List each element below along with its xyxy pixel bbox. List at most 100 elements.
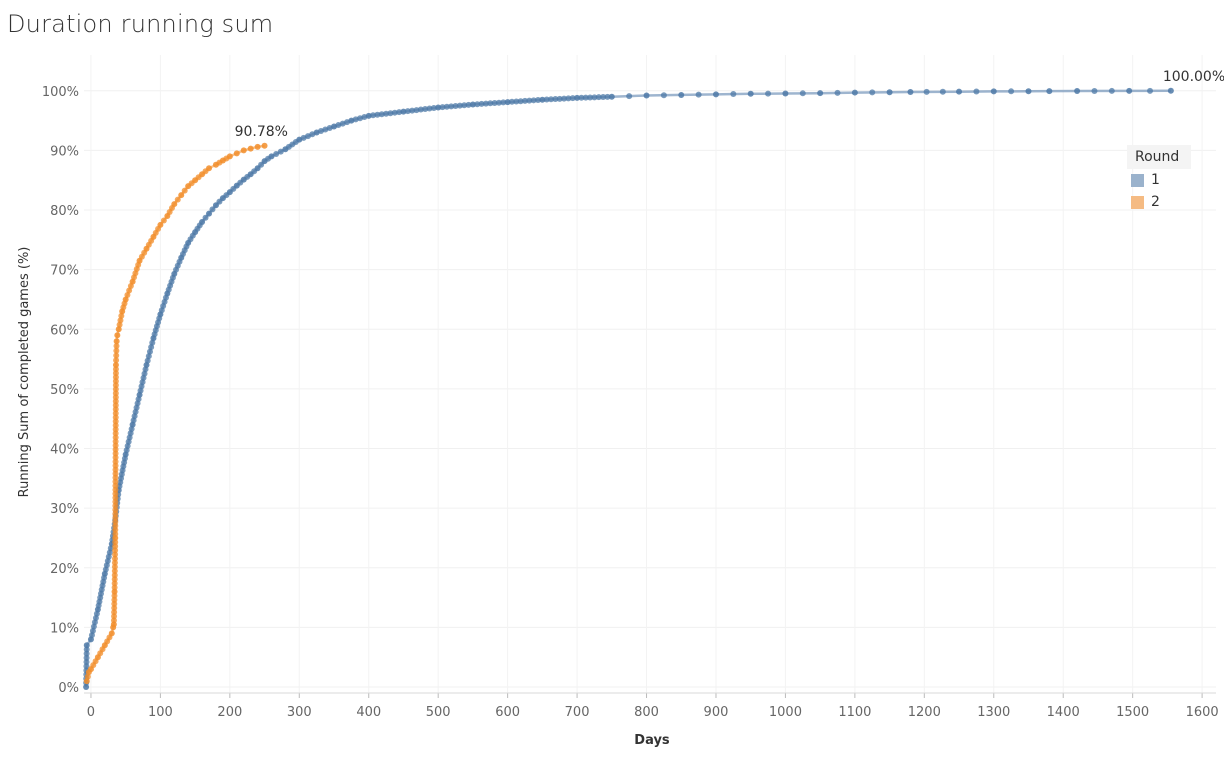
point-1[interactable] <box>482 100 489 107</box>
point-2[interactable] <box>233 150 240 157</box>
point-2[interactable] <box>118 312 125 319</box>
point-2[interactable] <box>240 147 247 154</box>
point-2[interactable] <box>206 165 213 172</box>
point-1[interactable] <box>660 92 667 99</box>
point-1[interactable] <box>461 102 468 109</box>
point-1[interactable] <box>517 98 524 105</box>
point-1[interactable] <box>886 89 893 96</box>
point-1[interactable] <box>1147 87 1154 94</box>
point-1[interactable] <box>569 95 576 102</box>
point-1[interactable] <box>487 100 494 107</box>
point-2[interactable] <box>171 201 178 208</box>
point-1[interactable] <box>513 98 520 105</box>
point-2[interactable] <box>113 347 120 354</box>
point-1[interactable] <box>730 91 737 98</box>
point-1[interactable] <box>747 90 754 97</box>
point-1[interactable] <box>782 90 789 97</box>
point-1[interactable] <box>83 642 90 649</box>
point-1[interactable] <box>582 94 589 101</box>
point-1[interactable] <box>83 663 90 670</box>
point-1[interactable] <box>990 88 997 95</box>
point-1[interactable] <box>383 110 390 117</box>
point-1[interactable] <box>387 110 394 117</box>
legend-item-1[interactable]: 1 <box>1127 169 1191 191</box>
point-2[interactable] <box>117 317 124 324</box>
point-1[interactable] <box>604 93 611 100</box>
point-2[interactable] <box>112 362 119 369</box>
point-1[interactable] <box>548 96 555 103</box>
point-2[interactable] <box>113 338 120 345</box>
point-1[interactable] <box>202 214 209 221</box>
point-1[interactable] <box>504 99 511 106</box>
point-1[interactable] <box>574 94 581 101</box>
point-1[interactable] <box>277 148 284 155</box>
point-1[interactable] <box>765 90 772 97</box>
point-2[interactable] <box>160 217 167 224</box>
point-1[interactable] <box>600 94 607 101</box>
point-1[interactable] <box>1126 87 1133 94</box>
point-1[interactable] <box>422 106 429 113</box>
point-1[interactable] <box>273 150 280 157</box>
point-1[interactable] <box>939 88 946 95</box>
point-2[interactable] <box>113 352 120 359</box>
point-1[interactable] <box>378 111 385 118</box>
point-1[interactable] <box>543 96 550 103</box>
point-1[interactable] <box>678 91 685 98</box>
point-1[interactable] <box>365 112 372 119</box>
point-1[interactable] <box>83 646 90 653</box>
point-1[interactable] <box>539 96 546 103</box>
point-1[interactable] <box>478 100 485 107</box>
point-2[interactable] <box>174 196 181 203</box>
point-1[interactable] <box>907 88 914 95</box>
point-1[interactable] <box>799 90 806 97</box>
point-1[interactable] <box>526 97 533 104</box>
point-1[interactable] <box>448 103 455 110</box>
point-1[interactable] <box>869 89 876 96</box>
point-1[interactable] <box>439 104 446 111</box>
point-1[interactable] <box>552 96 559 103</box>
point-2[interactable] <box>247 145 254 152</box>
point-1[interactable] <box>1167 87 1174 94</box>
point-1[interactable] <box>430 104 437 111</box>
point-2[interactable] <box>178 192 185 199</box>
point-2[interactable] <box>114 332 121 339</box>
point-1[interactable] <box>435 104 442 111</box>
point-2[interactable] <box>226 153 233 160</box>
point-1[interactable] <box>465 101 472 108</box>
point-1[interactable] <box>695 91 702 98</box>
point-1[interactable] <box>83 654 90 661</box>
point-1[interactable] <box>209 206 216 213</box>
point-1[interactable] <box>1108 87 1115 94</box>
point-1[interactable] <box>851 89 858 96</box>
point-1[interactable] <box>973 88 980 95</box>
point-1[interactable] <box>400 108 407 115</box>
point-1[interactable] <box>508 98 515 105</box>
point-1[interactable] <box>370 112 377 119</box>
point-1[interactable] <box>587 94 594 101</box>
point-1[interactable] <box>206 210 213 217</box>
point-1[interactable] <box>561 95 568 102</box>
point-2[interactable] <box>115 326 122 333</box>
point-1[interactable] <box>268 153 275 160</box>
point-2[interactable] <box>113 357 120 364</box>
point-2[interactable] <box>116 321 123 328</box>
point-1[interactable] <box>626 93 633 100</box>
point-2[interactable] <box>84 673 91 680</box>
point-1[interactable] <box>409 107 416 114</box>
point-1[interactable] <box>456 102 463 109</box>
point-2[interactable] <box>113 342 120 349</box>
point-1[interactable] <box>643 92 650 99</box>
point-2[interactable] <box>83 678 90 685</box>
point-2[interactable] <box>108 630 115 637</box>
point-1[interactable] <box>591 94 598 101</box>
point-1[interactable] <box>712 91 719 98</box>
point-1[interactable] <box>83 658 90 665</box>
point-1[interactable] <box>817 90 824 97</box>
point-1[interactable] <box>396 109 403 116</box>
point-2[interactable] <box>157 221 164 228</box>
point-1[interactable] <box>413 107 420 114</box>
point-1[interactable] <box>452 102 459 109</box>
point-1[interactable] <box>495 99 502 106</box>
point-1[interactable] <box>443 103 450 110</box>
point-2[interactable] <box>261 142 268 149</box>
